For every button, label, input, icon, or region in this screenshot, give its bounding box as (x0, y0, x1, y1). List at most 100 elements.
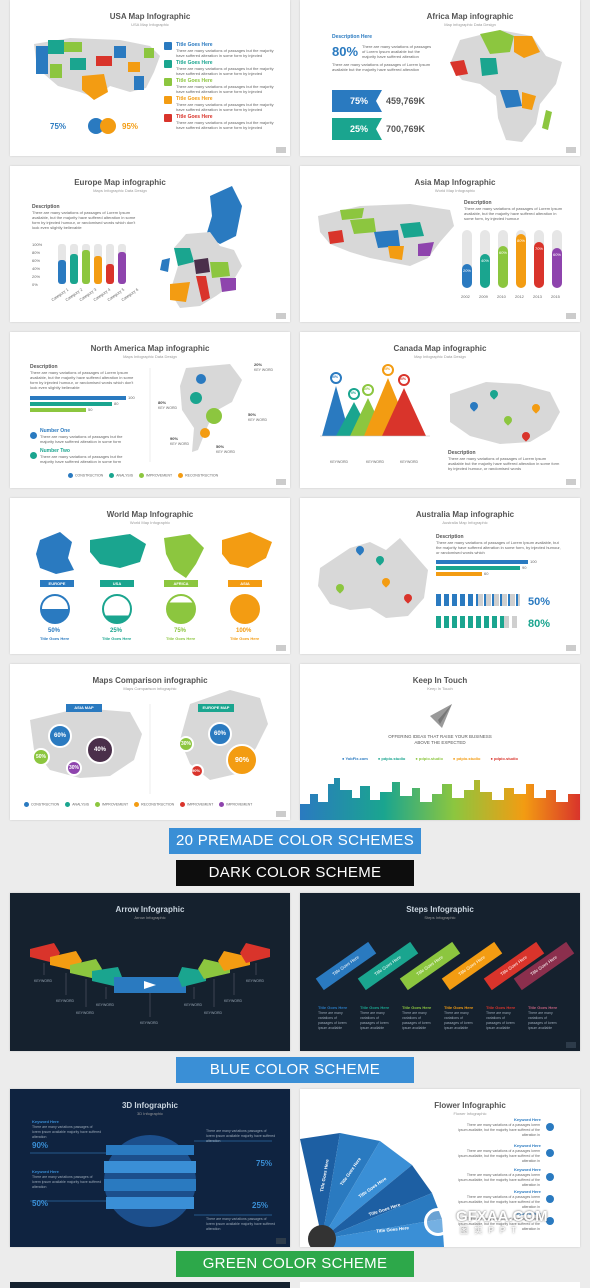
paper-plane-icon (430, 704, 452, 728)
next-slide-preview-right (300, 1282, 580, 1288)
keyword-label: KEY WORD (170, 442, 189, 446)
slide-keep-in-touch[interactable]: Keep In Touch Keep In Touch OFFERING IDE… (300, 664, 580, 820)
region-tag: AFRICA (164, 580, 198, 587)
facebook-link[interactable]: ● pdpio.studio (377, 756, 406, 761)
capsule-value: 40% (480, 258, 489, 263)
bubble (178, 736, 194, 752)
slide-steps-infographic[interactable]: Steps Infographic Steps Infographic Titl… (300, 893, 580, 1051)
asia-map-tag: ASIA MAP (66, 704, 102, 712)
cone-pin (398, 374, 410, 386)
keyword-label: KEYWORD (96, 1003, 115, 1007)
check-icon (164, 114, 172, 122)
sphere-percent: 25% (252, 1201, 269, 1210)
google-link[interactable]: ● pdpio.studio (452, 756, 481, 761)
keyword-label: KEY WORD (248, 418, 267, 422)
green-color-scheme-banner: GREEN COLOR SCHEME (176, 1251, 414, 1277)
cone-percent: 90% (399, 377, 407, 381)
description-text: There are many variations of passages of… (362, 44, 432, 59)
slide-canada-map[interactable]: Canada Map infographic Map Infographic D… (300, 332, 580, 488)
stat-percent: 25% (350, 124, 369, 134)
keyword-label: KEYWORD (366, 460, 385, 464)
slide-subtitle: Steps Infographic (424, 915, 456, 920)
region-caption: Title Goes Here (230, 636, 260, 641)
y-tick: 0% (32, 282, 38, 287)
twitter-link[interactable]: ● pdpio.studio (415, 756, 443, 761)
page-number (566, 147, 576, 153)
keyword-percent: 80% (158, 400, 167, 405)
slide-usa-map[interactable]: USA Map Infographic USA Map Infographic … (10, 0, 290, 156)
slide-title: Flower Infographic (434, 1101, 506, 1110)
watermark-brand: GFXAA.COM (456, 1208, 548, 1225)
capsule-value: 60% (552, 252, 561, 257)
check-icon (164, 96, 172, 104)
headline-percent: 80% (332, 44, 359, 59)
keyword-label: KEY WORD (254, 368, 273, 372)
slide-maps-comparison[interactable]: Maps Comparison infographic Maps Compari… (10, 664, 290, 820)
description-heading: Description (448, 450, 476, 456)
next-slide-preview-left (10, 1282, 290, 1288)
legend-item: IMPROVEMENT (180, 802, 213, 807)
fill-gauge (40, 594, 70, 624)
sphere-percent: 90% (32, 1141, 49, 1150)
slide-3d-infographic[interactable]: 3D Infographic 3D Infographic Keyword He… (10, 1089, 290, 1247)
description-heading: Description (30, 364, 58, 370)
bar-value: 50 (88, 407, 93, 412)
keyword-text: There are many variations passages of lo… (206, 1217, 276, 1231)
check-icon (546, 1217, 554, 1225)
slide-subtitle: Maps Comparison infographic (123, 686, 177, 691)
year-label: 2009 (479, 294, 488, 299)
step-caption-text: There are many variations of passages of… (528, 1011, 557, 1030)
website-link[interactable]: ● YobFix.com (342, 756, 368, 761)
keyword-label: KEYWORD (140, 1021, 159, 1025)
stat-value: 700,769K (386, 124, 426, 134)
page-number (566, 645, 576, 651)
keyword-label: KEYWORD (330, 460, 349, 464)
cylinder (58, 244, 66, 284)
step-caption-text: There are many variations of passages of… (444, 1011, 473, 1030)
slide-title: USA Map Infographic (109, 12, 191, 21)
bubble (190, 764, 204, 778)
y-tick: 40% (32, 266, 41, 271)
slide-europe-map[interactable]: Europe Map infographic Maps Infographic … (10, 166, 290, 322)
slide-title: Africa Map infographic (426, 12, 514, 21)
slide-africa-map[interactable]: Africa Map infographic Map infographic D… (300, 0, 580, 156)
keyword-label: KEYWORD (400, 460, 419, 464)
description-heading: Description Here (332, 34, 373, 40)
slide-asia-map[interactable]: Asia Map Infographic World Map Infograph… (300, 166, 580, 322)
slide-subtitle: Maps Infographic Data Design (123, 354, 177, 359)
sphere-percent: 75% (256, 1159, 273, 1168)
bubble (200, 428, 210, 438)
bar (436, 560, 528, 564)
legend-item: IMPROVEMENT (139, 473, 172, 478)
slide-world-map[interactable]: World Map Infographic World Map Infograp… (10, 498, 290, 654)
premade-color-schemes-banner: 20 PREMADE COLOR SCHEMES (169, 828, 421, 854)
keyword-label: KEYWORD (204, 1011, 223, 1015)
bubble (206, 408, 222, 424)
keyword-text: There are many variations passages of lo… (32, 1125, 102, 1139)
slide-australia-map[interactable]: Australia Map infographic Australia Map … (300, 498, 580, 654)
slide-arrow-infographic[interactable]: Arrow Infographic Arrow Infographic KEYW… (10, 893, 290, 1051)
number-two-text: There are many variations of passages bu… (40, 454, 123, 464)
slide-title: Asia Map Infographic (414, 178, 496, 187)
europe-map-tag: EUROPE MAP (198, 704, 234, 712)
keyword-text: There are many variations passages of lo… (206, 1129, 276, 1143)
capsule-value: 70% (534, 246, 543, 251)
people-percent: 80% (528, 618, 551, 630)
linkedin-link[interactable]: ● pdpio.studio (490, 756, 518, 761)
3d-sphere-graphic (30, 1135, 272, 1227)
fill-gauge (102, 594, 132, 624)
keyword-title: Keyword Here (514, 1211, 541, 1216)
bubble (190, 392, 202, 404)
description-heading: Description (32, 204, 60, 210)
capsule-value: 20% (462, 268, 471, 273)
slide-title: North America Map infographic (90, 344, 210, 353)
description-heading: Description (436, 534, 464, 540)
slide-north-america-map[interactable]: North America Map infographic Maps Infog… (10, 332, 290, 488)
slide-title: Maps Comparison infographic (92, 676, 208, 685)
item-text: There are many variations of passages bu… (176, 102, 274, 112)
people-row-2-rest (504, 616, 520, 628)
canada-cone-chart (320, 378, 560, 444)
tagline-line-1: OFFERING IDEAS THAT RAISE YOUR BUSINESS (388, 734, 492, 739)
slide-subtitle: 3D Infographic (136, 1111, 163, 1116)
slide-title: World Map Infographic (106, 510, 194, 519)
